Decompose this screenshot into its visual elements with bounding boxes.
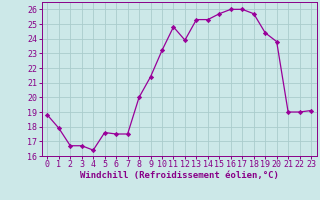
X-axis label: Windchill (Refroidissement éolien,°C): Windchill (Refroidissement éolien,°C): [80, 171, 279, 180]
